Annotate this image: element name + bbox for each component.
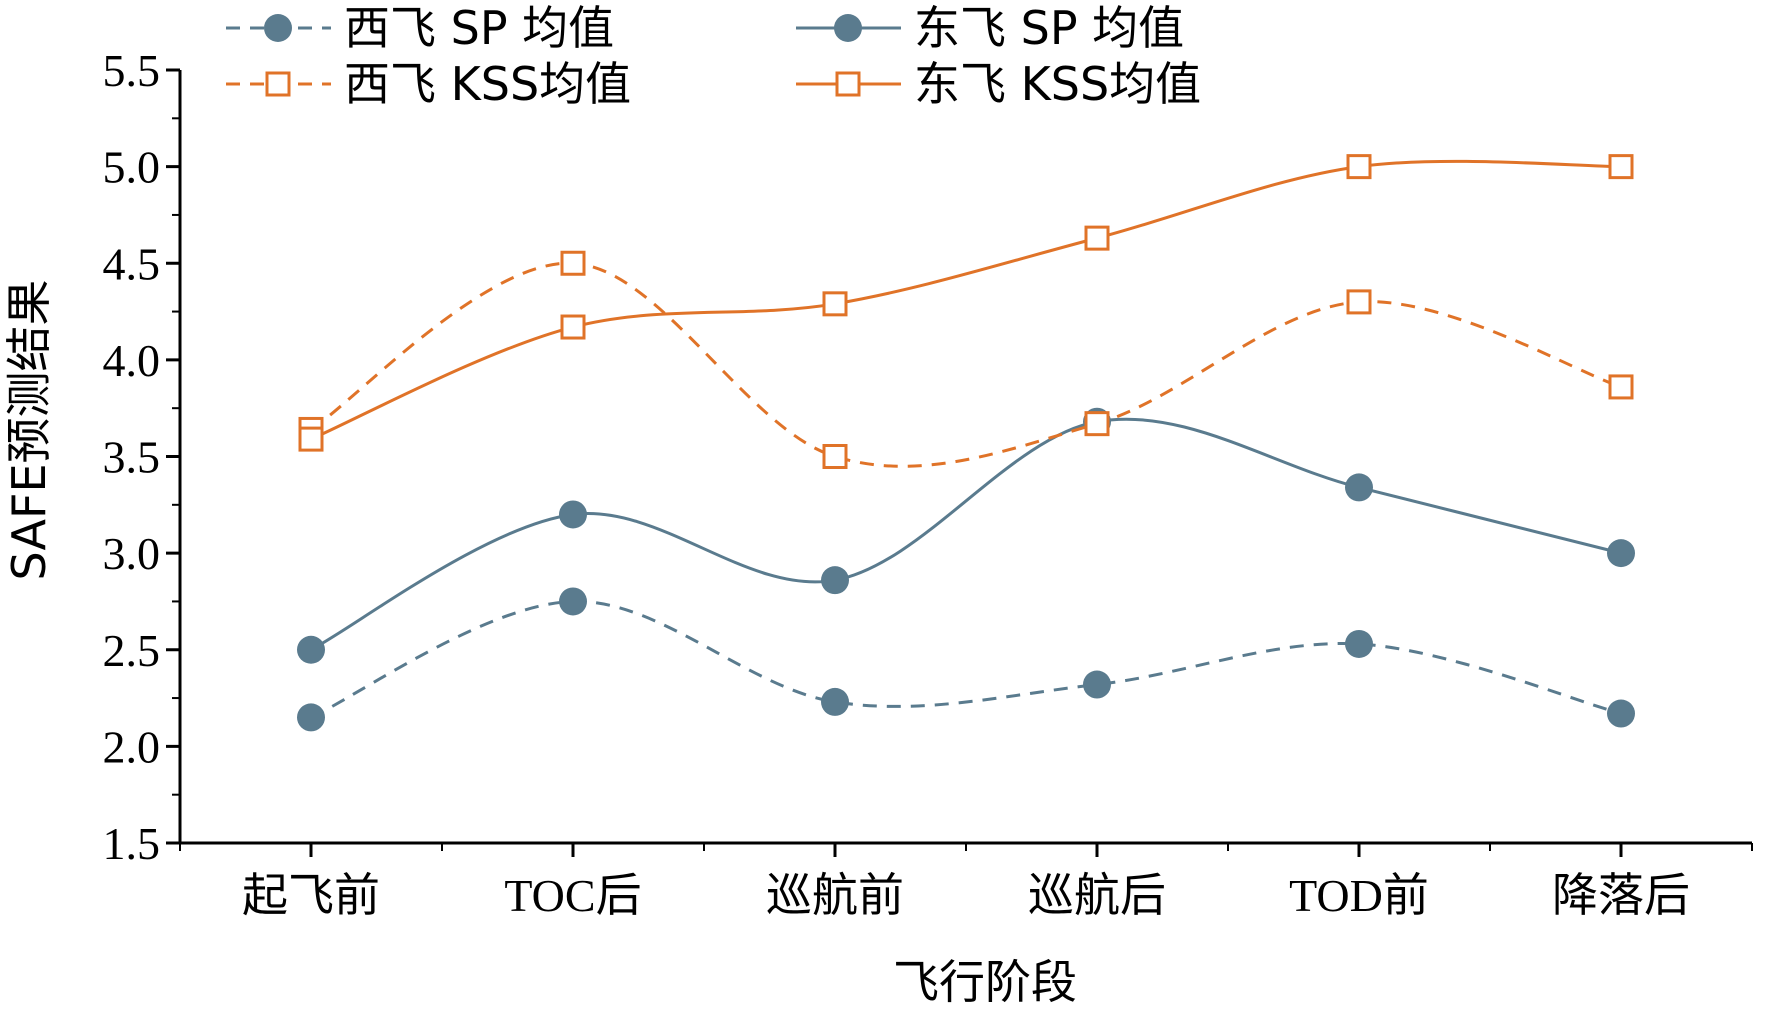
y-tick-label: 5.5 <box>103 45 161 96</box>
legend-item: 东飞 KSS均值 <box>796 57 1201 111</box>
legend-marker <box>265 71 291 97</box>
series-line <box>310 159 1622 441</box>
data-point <box>1608 374 1634 400</box>
data-point <box>1345 473 1373 502</box>
data-point <box>1345 629 1373 658</box>
x-tick-label: 起飞前 <box>242 870 380 921</box>
series-line <box>310 599 1622 719</box>
y-tick-label: 1.5 <box>103 818 161 869</box>
series-layer <box>297 154 1635 732</box>
legend-label: 西飞 SP 均值 <box>344 1 614 55</box>
data-point <box>297 703 325 732</box>
data-point <box>1607 539 1635 568</box>
legend-label: 东飞 KSS均值 <box>914 57 1201 111</box>
x-tick-label: 巡航后 <box>1028 870 1166 921</box>
data-point <box>560 314 586 340</box>
data-point <box>821 687 849 716</box>
series-line <box>310 417 1622 652</box>
legend-marker <box>835 71 861 97</box>
data-point <box>297 635 325 664</box>
legend-marker <box>834 14 862 42</box>
x-tick-label: TOD前 <box>1289 870 1429 921</box>
y-tick-label: 4.0 <box>103 335 161 386</box>
data-point <box>1608 154 1634 180</box>
data-point <box>1346 154 1372 180</box>
series-line <box>310 261 1622 468</box>
data-point <box>298 426 324 452</box>
y-axis-title: SAFE预测结果 <box>2 279 56 580</box>
data-point <box>821 566 849 595</box>
data-point <box>1346 289 1372 315</box>
legend-label: 东飞 SP 均值 <box>914 1 1184 55</box>
data-point <box>822 291 848 317</box>
series-3 <box>298 250 1634 469</box>
data-point <box>1083 670 1111 699</box>
series-2 <box>297 407 1635 664</box>
data-point <box>1084 225 1110 251</box>
y-tick-label: 2.5 <box>103 625 161 676</box>
x-tick-label: 巡航前 <box>766 870 904 921</box>
data-point <box>1607 699 1635 728</box>
data-point <box>822 444 848 469</box>
y-tick-label: 5.0 <box>103 142 161 193</box>
series-1 <box>297 587 1635 732</box>
axes-layer: 1.5 2.0 2.5 3.0 3.5 4.0 4.5 5.0 5.5 起飞前 TOC后 巡航前 巡航后… <box>103 45 1753 921</box>
x-axis-title: 飞行阶段 <box>893 955 1077 1009</box>
legend-item: 西飞 SP 均值 <box>226 1 614 55</box>
legend-marker <box>264 14 292 42</box>
y-tick-label: 2.0 <box>103 721 161 772</box>
y-tick-label: 3.0 <box>103 528 161 579</box>
data-point <box>559 587 587 616</box>
legend-label: 西飞 KSS均值 <box>344 57 631 111</box>
legend-item: 东飞 SP 均值 <box>796 1 1184 55</box>
data-point <box>559 500 587 529</box>
y-tick-label: 4.5 <box>103 238 161 289</box>
data-point <box>1084 411 1110 437</box>
data-point <box>560 250 586 276</box>
x-tick-label: 降落后 <box>1552 870 1690 921</box>
legend-item: 西飞 KSS均值 <box>226 57 631 111</box>
y-tick-label: 3.5 <box>103 432 161 483</box>
series-4 <box>298 154 1634 452</box>
x-tick-label: TOC后 <box>504 870 641 921</box>
